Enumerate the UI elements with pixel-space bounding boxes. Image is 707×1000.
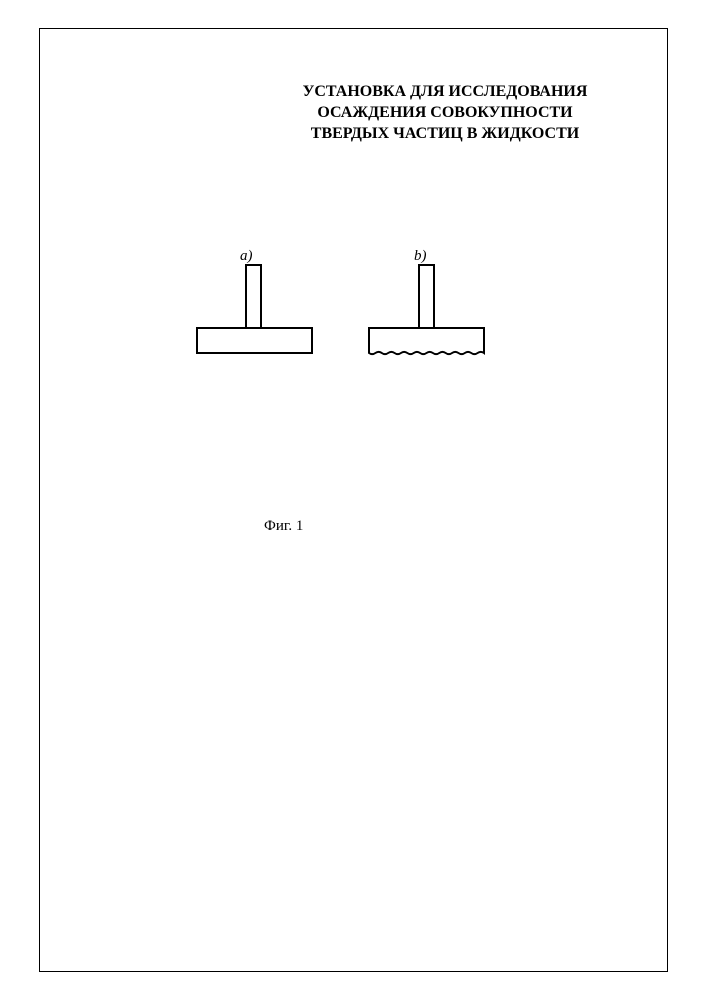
title-line-2: ОСАЖДЕНИЯ СОВОКУПНОСТИ xyxy=(300,103,590,124)
title-line-3: ТВЕРДЫХ ЧАСТИЦ В ЖИДКОСТИ xyxy=(300,124,590,145)
panel-a-shape xyxy=(193,261,316,357)
page-border xyxy=(39,28,668,972)
panel-b-shape xyxy=(365,261,488,359)
title-line-1: УСТАНОВКА ДЛЯ ИССЛЕДОВАНИЯ xyxy=(300,82,590,103)
page-title: УСТАНОВКА ДЛЯ ИССЛЕДОВАНИЯ ОСАЖДЕНИЯ СОВ… xyxy=(300,82,590,144)
figure-caption: Фиг. 1 xyxy=(264,518,303,535)
